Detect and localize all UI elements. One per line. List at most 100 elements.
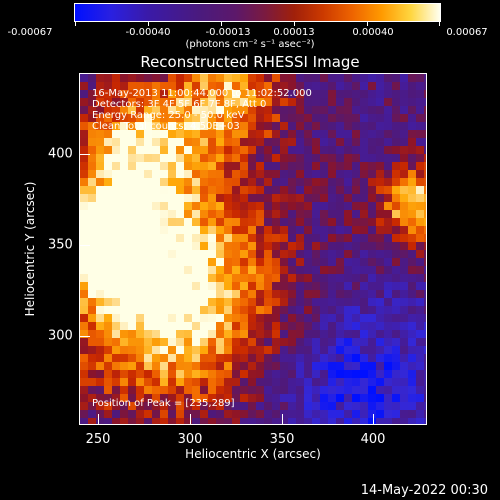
image-pixel <box>232 346 240 354</box>
image-pixel <box>104 194 112 202</box>
image-pixel <box>336 154 344 162</box>
image-pixel <box>160 282 168 290</box>
image-pixel <box>336 90 344 98</box>
image-pixel <box>160 378 168 386</box>
image-pixel <box>384 170 392 178</box>
image-pixel <box>344 274 352 282</box>
image-pixel <box>392 226 400 234</box>
image-pixel <box>416 154 424 162</box>
image-pixel <box>168 218 176 226</box>
image-pixel <box>88 354 96 362</box>
image-pixel <box>128 394 136 402</box>
image-pixel <box>424 98 426 106</box>
image-pixel <box>416 170 424 178</box>
image-pixel <box>120 250 128 258</box>
image-pixel <box>192 386 200 394</box>
image-pixel <box>240 74 248 82</box>
image-pixel <box>120 258 128 266</box>
image-pixel <box>400 346 408 354</box>
image-pixel <box>96 314 104 322</box>
image-pixel <box>248 346 256 354</box>
image-pixel <box>336 178 344 186</box>
image-pixel <box>240 186 248 194</box>
image-pixel <box>320 410 328 418</box>
image-pixel <box>128 338 136 346</box>
image-pixel <box>416 418 424 424</box>
image-pixel <box>224 226 232 234</box>
timestamp: 14-May-2022 00:30 <box>360 483 488 498</box>
image-pixel <box>352 290 360 298</box>
colorbar-tick <box>294 21 295 26</box>
image-pixel <box>208 330 216 338</box>
image-pixel <box>208 138 216 146</box>
image-pixel <box>232 418 240 424</box>
image-pixel <box>104 90 112 98</box>
image-pixel <box>392 114 400 122</box>
image-pixel <box>240 370 248 378</box>
image-pixel <box>280 162 288 170</box>
image-pixel <box>80 138 88 146</box>
image-pixel <box>336 170 344 178</box>
image-pixel <box>184 402 192 410</box>
image-pixel <box>240 122 248 130</box>
image-pixel <box>280 322 288 330</box>
image-pixel <box>280 386 288 394</box>
image-pixel <box>312 258 320 266</box>
image-pixel <box>408 290 416 298</box>
image-pixel <box>248 194 256 202</box>
image-pixel <box>224 386 232 394</box>
image-pixel <box>280 298 288 306</box>
image-pixel <box>408 130 416 138</box>
image-pixel <box>176 170 184 178</box>
image-pixel <box>352 202 360 210</box>
image-pixel <box>320 266 328 274</box>
image-pixel <box>208 186 216 194</box>
image-pixel <box>208 242 216 250</box>
rhessi-image[interactable]: 16-May-2013 11:00:44.000 to 11:02:52.000… <box>79 73 427 425</box>
image-pixel <box>224 330 232 338</box>
image-pixel <box>120 202 128 210</box>
image-pixel <box>336 338 344 346</box>
image-pixel <box>224 186 232 194</box>
image-pixel <box>344 346 352 354</box>
image-pixel <box>320 418 328 424</box>
image-pixel <box>256 202 264 210</box>
image-pixel <box>408 314 416 322</box>
image-pixel <box>280 418 288 424</box>
image-pixel <box>416 394 424 402</box>
image-pixel <box>304 418 312 424</box>
image-pixel <box>144 266 152 274</box>
image-pixel <box>136 226 144 234</box>
image-pixel <box>240 402 248 410</box>
image-pixel <box>216 378 224 386</box>
image-pixel <box>272 162 280 170</box>
image-pixel <box>224 106 232 114</box>
image-pixel <box>152 258 160 266</box>
image-pixel <box>248 82 256 90</box>
image-pixel <box>376 138 384 146</box>
image-pixel <box>144 362 152 370</box>
image-pixel <box>120 242 128 250</box>
image-pixel <box>80 90 88 98</box>
image-pixel <box>232 202 240 210</box>
image-pixel <box>216 354 224 362</box>
image-pixel <box>128 138 136 146</box>
image-pixel <box>104 170 112 178</box>
image-pixel <box>288 274 296 282</box>
image-pixel <box>424 394 426 402</box>
image-pixel <box>384 314 392 322</box>
image-pixel <box>152 242 160 250</box>
image-pixel <box>264 338 272 346</box>
image-pixel <box>296 114 304 122</box>
image-pixel <box>232 378 240 386</box>
image-pixel <box>392 202 400 210</box>
image-pixel <box>352 282 360 290</box>
image-pixel <box>176 146 184 154</box>
image-pixel <box>152 90 160 98</box>
image-pixel <box>320 162 328 170</box>
image-pixel <box>128 250 136 258</box>
image-pixel <box>240 418 248 424</box>
image-pixel <box>128 106 136 114</box>
image-pixel <box>264 266 272 274</box>
image-pixel <box>192 314 200 322</box>
